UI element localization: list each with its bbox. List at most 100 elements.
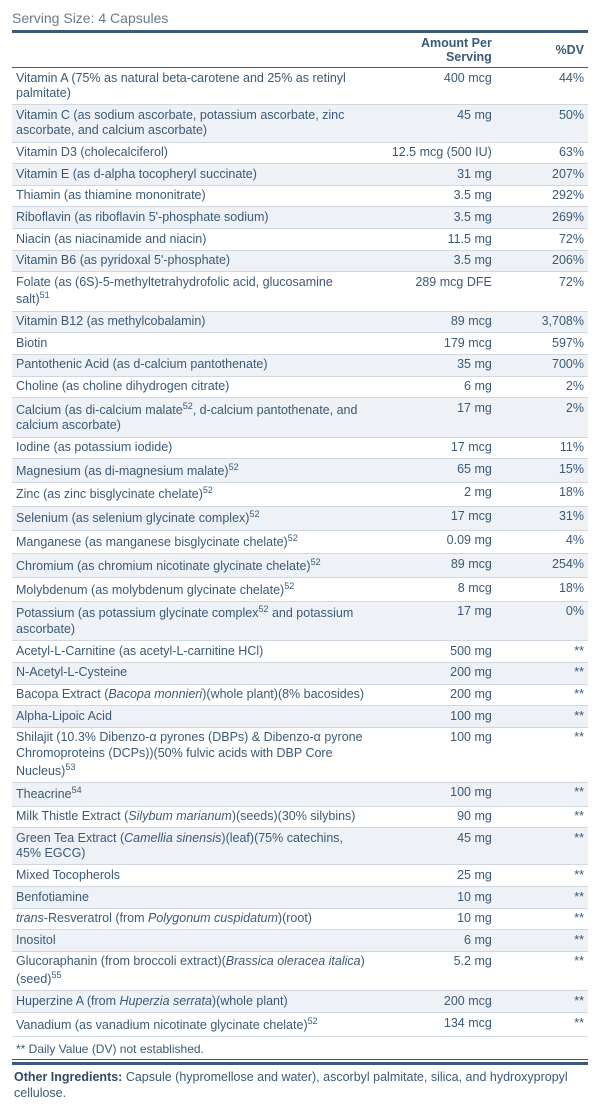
- table-row: Zinc (as zinc bisglycinate chelate)522 m…: [12, 482, 588, 506]
- table-row: Molybdenum (as molybdenum glycinate chel…: [12, 578, 588, 602]
- ingredient-dv: **: [496, 641, 588, 663]
- ingredient-dv: 2%: [496, 376, 588, 398]
- ingredient-amount: 400 mcg: [369, 68, 496, 105]
- ingredient-amount: 65 mg: [369, 459, 496, 483]
- table-row: Vitamin B6 (as pyridoxal 5'-phosphate)3.…: [12, 250, 588, 272]
- other-ingredients-label: Other Ingredients:: [14, 1070, 122, 1084]
- ingredient-amount: 200 mcg: [369, 991, 496, 1013]
- ingredient-name: Shilajit (10.3% Dibenzo-α pyrones (DBPs)…: [12, 727, 369, 782]
- table-row: Milk Thistle Extract (Silybum marianum)(…: [12, 806, 588, 828]
- ingredient-name: Vitamin A (75% as natural beta-carotene …: [12, 68, 369, 105]
- ingredient-name: Molybdenum (as molybdenum glycinate chel…: [12, 578, 369, 602]
- ingredient-dv: 700%: [496, 354, 588, 376]
- ingredient-dv: 63%: [496, 142, 588, 164]
- ingredient-amount: 3.5 mg: [369, 185, 496, 207]
- col-header-dv: %DV: [496, 33, 588, 68]
- table-row: Potassium (as potassium glycinate comple…: [12, 601, 588, 640]
- table-row: Biotin179 mcg597%: [12, 333, 588, 355]
- ingredient-name: Mixed Tocopherols: [12, 865, 369, 887]
- table-row: Thiamin (as thiamine mononitrate)3.5 mg2…: [12, 185, 588, 207]
- ingredient-amount: 134 mcg: [369, 1013, 496, 1037]
- ingredient-amount: 6 mg: [369, 930, 496, 952]
- ingredient-amount: 17 mg: [369, 601, 496, 640]
- ingredient-amount: 3.5 mg: [369, 250, 496, 272]
- ingredient-amount: 35 mg: [369, 354, 496, 376]
- ingredient-amount: 45 mg: [369, 105, 496, 142]
- ingredient-name: Bacopa Extract (Bacopa monnieri)(whole p…: [12, 684, 369, 706]
- ingredient-dv: 2%: [496, 398, 588, 437]
- ingredient-dv: 50%: [496, 105, 588, 142]
- ingredient-name: Manganese (as manganese bisglycinate che…: [12, 530, 369, 554]
- ingredient-name: Folate (as (6S)-5-methyltetrahydrofolic …: [12, 272, 369, 311]
- table-row: Theacrine54100 mg**: [12, 782, 588, 806]
- ingredient-amount: 10 mg: [369, 908, 496, 930]
- ingredient-amount: 17 mcg: [369, 437, 496, 459]
- ingredient-amount: 10 mg: [369, 887, 496, 909]
- ingredient-dv: **: [496, 706, 588, 728]
- ingredient-name: Chromium (as chromium nicotinate glycina…: [12, 554, 369, 578]
- ingredient-name: Choline (as choline dihydrogen citrate): [12, 376, 369, 398]
- ingredient-amount: 100 mg: [369, 727, 496, 782]
- ingredient-amount: 100 mg: [369, 706, 496, 728]
- table-row: Vitamin E (as d-alpha tocopheryl succina…: [12, 164, 588, 186]
- table-row: Green Tea Extract (Camellia sinensis)(le…: [12, 828, 588, 865]
- table-row: Niacin (as niacinamide and niacin)11.5 m…: [12, 229, 588, 251]
- ingredient-name: Pantothenic Acid (as d-calcium pantothen…: [12, 354, 369, 376]
- ingredient-name: Selenium (as selenium glycinate complex)…: [12, 506, 369, 530]
- ingredient-dv: **: [496, 684, 588, 706]
- ingredient-dv: 72%: [496, 272, 588, 311]
- ingredient-amount: 100 mg: [369, 782, 496, 806]
- ingredient-name: Theacrine54: [12, 782, 369, 806]
- table-row: Vitamin D3 (cholecalciferol)12.5 mcg (50…: [12, 142, 588, 164]
- ingredient-amount: 17 mcg: [369, 506, 496, 530]
- ingredient-name: Thiamin (as thiamine mononitrate): [12, 185, 369, 207]
- ingredient-name: Vitamin B12 (as methylcobalamin): [12, 311, 369, 333]
- ingredient-dv: **: [496, 991, 588, 1013]
- ingredient-name: Zinc (as zinc bisglycinate chelate)52: [12, 482, 369, 506]
- ingredient-name: Acetyl-L-Carnitine (as acetyl-L-carnitin…: [12, 641, 369, 663]
- serving-size: Serving Size: 4 Capsules: [12, 10, 588, 26]
- table-row: Pantothenic Acid (as d-calcium pantothen…: [12, 354, 588, 376]
- ingredient-amount: 3.5 mg: [369, 207, 496, 229]
- ingredient-amount: 90 mg: [369, 806, 496, 828]
- table-row: N-Acetyl-L-Cysteine200 mg**: [12, 662, 588, 684]
- table-row: Benfotiamine10 mg**: [12, 887, 588, 909]
- ingredient-amount: 2 mg: [369, 482, 496, 506]
- ingredient-amount: 289 mcg DFE: [369, 272, 496, 311]
- table-row: Chromium (as chromium nicotinate glycina…: [12, 554, 588, 578]
- ingredient-amount: 8 mcg: [369, 578, 496, 602]
- table-row: Vitamin C (as sodium ascorbate, potassiu…: [12, 105, 588, 142]
- ingredient-name: Calcium (as di-calcium malate52, d-calci…: [12, 398, 369, 437]
- ingredient-name: Biotin: [12, 333, 369, 355]
- ingredient-dv: 15%: [496, 459, 588, 483]
- ingredient-dv: 18%: [496, 482, 588, 506]
- ingredient-name: Benfotiamine: [12, 887, 369, 909]
- table-row: Calcium (as di-calcium malate52, d-calci…: [12, 398, 588, 437]
- ingredient-amount: 45 mg: [369, 828, 496, 865]
- table-row: Manganese (as manganese bisglycinate che…: [12, 530, 588, 554]
- ingredient-amount: 179 mcg: [369, 333, 496, 355]
- ingredient-dv: 11%: [496, 437, 588, 459]
- ingredient-dv: 0%: [496, 601, 588, 640]
- ingredient-amount: 11.5 mg: [369, 229, 496, 251]
- ingredient-dv: **: [496, 951, 588, 990]
- ingredient-name: Vitamin E (as d-alpha tocopheryl succina…: [12, 164, 369, 186]
- ingredient-dv: **: [496, 887, 588, 909]
- table-row: Riboflavin (as riboflavin 5'-phosphate s…: [12, 207, 588, 229]
- ingredient-name: Vitamin B6 (as pyridoxal 5'-phosphate): [12, 250, 369, 272]
- ingredient-name: Niacin (as niacinamide and niacin): [12, 229, 369, 251]
- ingredient-name: trans-Resveratrol (from Polygonum cuspid…: [12, 908, 369, 930]
- table-row: Acetyl-L-Carnitine (as acetyl-L-carnitin…: [12, 641, 588, 663]
- ingredient-dv: **: [496, 662, 588, 684]
- table-row: Alpha-Lipoic Acid100 mg**: [12, 706, 588, 728]
- ingredient-dv: 18%: [496, 578, 588, 602]
- ingredient-name: Milk Thistle Extract (Silybum marianum)(…: [12, 806, 369, 828]
- other-ingredients: Other Ingredients: Capsule (hypromellose…: [12, 1062, 588, 1102]
- table-row: Vanadium (as vanadium nicotinate glycina…: [12, 1013, 588, 1037]
- table-row: Magnesium (as di-magnesium malate)5265 m…: [12, 459, 588, 483]
- ingredient-dv: **: [496, 806, 588, 828]
- table-row: Iodine (as potassium iodide)17 mcg11%: [12, 437, 588, 459]
- ingredient-dv: **: [496, 908, 588, 930]
- ingredient-dv: 269%: [496, 207, 588, 229]
- ingredient-name: Inositol: [12, 930, 369, 952]
